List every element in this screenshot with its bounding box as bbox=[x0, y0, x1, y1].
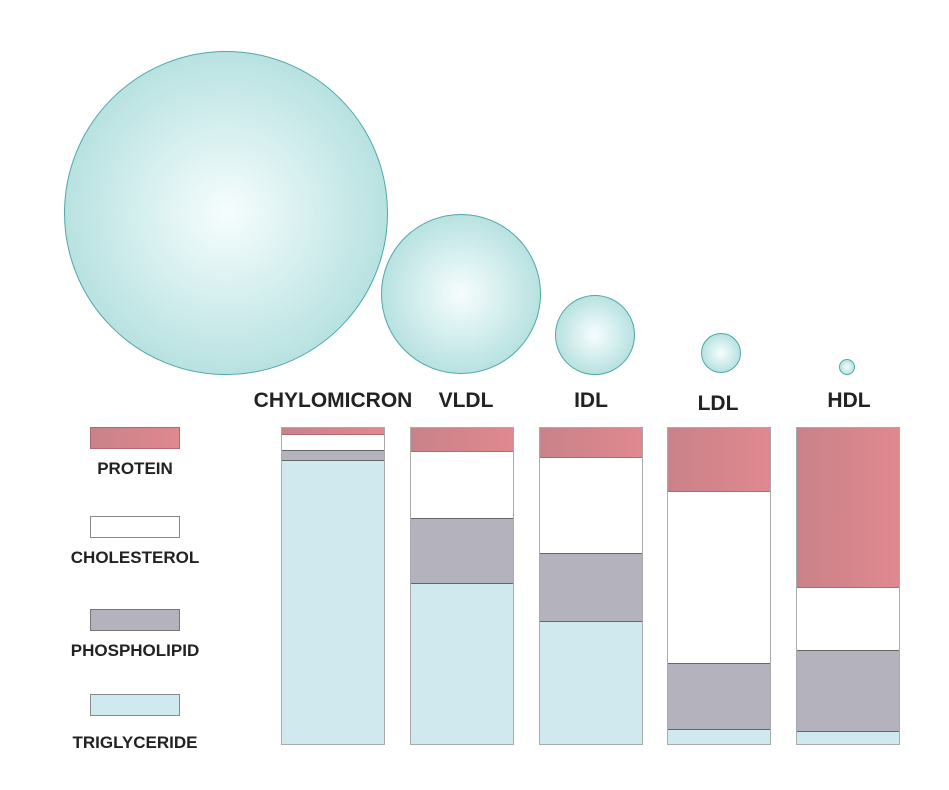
segment-cholesterol bbox=[411, 452, 513, 518]
idl-particle-icon bbox=[555, 295, 635, 375]
segment-triglyceride bbox=[797, 732, 899, 744]
legend-swatch-phospholipid bbox=[90, 609, 180, 631]
segment-protein bbox=[282, 428, 384, 435]
segment-cholesterol bbox=[668, 492, 770, 663]
label-idl: IDL bbox=[574, 389, 608, 412]
segment-phospholipid bbox=[411, 518, 513, 584]
segment-phospholipid bbox=[282, 450, 384, 461]
legend-label-protein: PROTEIN bbox=[97, 459, 173, 478]
segment-protein bbox=[411, 428, 513, 452]
segment-cholesterol bbox=[282, 435, 384, 450]
legend-label-cholesterol: CHOLESTEROL bbox=[70, 548, 200, 567]
segment-protein bbox=[797, 428, 899, 588]
hdl-particle-icon bbox=[839, 359, 855, 375]
label-chylomicron: CHYLOMICRON bbox=[253, 389, 413, 412]
vldl-particle-icon bbox=[381, 214, 541, 374]
segment-phospholipid bbox=[668, 663, 770, 730]
bar-hdl bbox=[796, 427, 900, 745]
bar-chylomicron bbox=[281, 427, 385, 745]
ldl-particle-icon bbox=[701, 333, 741, 373]
segment-triglyceride bbox=[668, 730, 770, 744]
segment-triglyceride bbox=[411, 584, 513, 744]
legend-swatch-protein bbox=[90, 427, 180, 449]
segment-protein bbox=[540, 428, 642, 458]
legend-swatch-triglyceride bbox=[90, 694, 180, 716]
legend-swatch-cholesterol bbox=[90, 516, 180, 538]
label-hdl: HDL bbox=[827, 389, 871, 412]
segment-cholesterol bbox=[540, 458, 642, 553]
label-ldl: LDL bbox=[697, 392, 739, 415]
bar-idl bbox=[539, 427, 643, 745]
bar-vldl bbox=[410, 427, 514, 745]
bar-ldl bbox=[667, 427, 771, 745]
segment-triglyceride bbox=[282, 461, 384, 744]
segment-cholesterol bbox=[797, 588, 899, 650]
segment-phospholipid bbox=[540, 553, 642, 622]
segment-protein bbox=[668, 428, 770, 492]
segment-triglyceride bbox=[540, 622, 642, 744]
label-vldl: VLDL bbox=[438, 389, 494, 412]
chylomicron-particle-icon bbox=[64, 51, 388, 375]
legend-label-phospholipid: PHOSPHOLIPID bbox=[70, 641, 200, 660]
legend-label-triglyceride: TRIGLYCERIDE bbox=[72, 733, 198, 752]
segment-phospholipid bbox=[797, 650, 899, 732]
